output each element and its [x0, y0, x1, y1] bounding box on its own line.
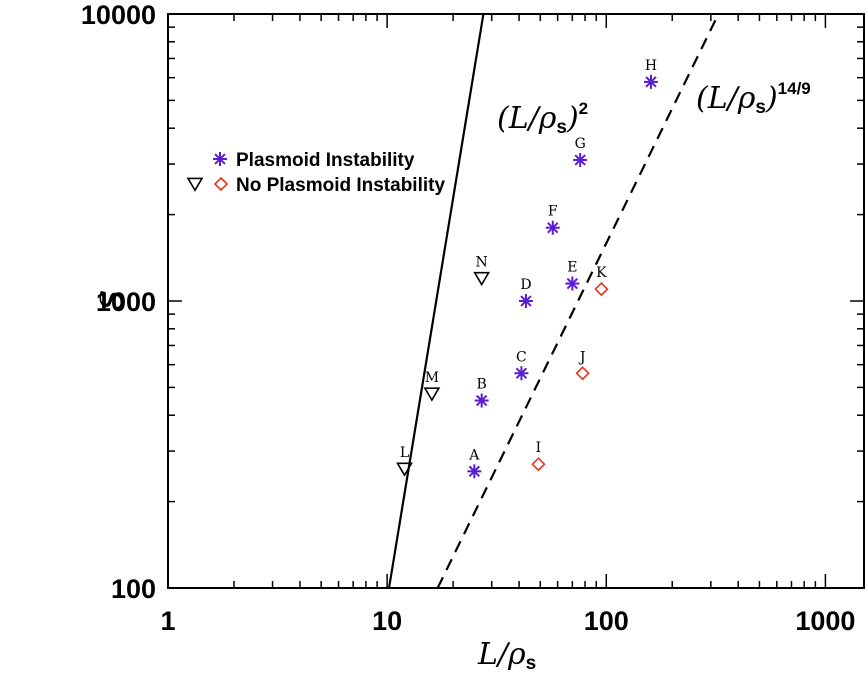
- point-label-D: D: [520, 277, 531, 293]
- asterisk-stroke: [547, 222, 559, 234]
- x-tick-label: 10: [372, 606, 402, 636]
- asterisk-stroke: [520, 295, 532, 307]
- point-label-C: C: [516, 349, 527, 365]
- tick-labels: 1 10 100 1000 100 1000 10000: [81, 0, 856, 636]
- point-N: [473, 271, 491, 287]
- line-label-dashed: (L/ρs)14/9: [696, 79, 811, 118]
- point-label-E: E: [567, 260, 577, 276]
- point-label-F: F: [548, 204, 558, 220]
- data-points: A B C D E F G H I J K L M N: [396, 58, 659, 479]
- point-label-K: K: [596, 265, 607, 281]
- y-tick-label: 100: [111, 574, 156, 604]
- point-B: [474, 393, 489, 408]
- asterisk-stroke: [468, 465, 480, 477]
- scaling-lines: [387, 13, 720, 589]
- x-tick-label: 1: [160, 606, 175, 636]
- asterisk-stroke: [214, 153, 226, 165]
- asterisk-stroke: [476, 394, 488, 407]
- line-label-solid: (L/ρs)2: [497, 99, 588, 138]
- legend-label-no-plasmoid: No Plasmoid Instability: [236, 175, 445, 196]
- point-G: [573, 152, 588, 167]
- point-label-J: J: [578, 349, 586, 365]
- point-I: [531, 457, 546, 472]
- point-E: [565, 276, 580, 291]
- y-tick-label: 10000: [81, 0, 156, 30]
- point-label-H: H: [645, 58, 657, 74]
- point-label-G: G: [575, 136, 586, 152]
- point-C: [514, 366, 529, 381]
- point-J: [575, 366, 590, 381]
- axis-ticks: [167, 14, 864, 589]
- point-label-N: N: [476, 254, 488, 270]
- point-label-M: M: [425, 370, 439, 386]
- point-M: [423, 387, 441, 402]
- point-H: [644, 74, 659, 89]
- x-axis-label: L/ρs: [477, 637, 536, 674]
- solid-scaling-line: [387, 13, 485, 589]
- point-label-I: I: [536, 440, 542, 456]
- point-label-L: L: [400, 445, 409, 461]
- x-tick-label: 100: [584, 606, 629, 636]
- asterisk-stroke: [645, 76, 657, 88]
- legend-asterisk-marker: [213, 152, 227, 166]
- asterisk-stroke: [515, 367, 528, 379]
- legend-diamond-marker: [213, 176, 229, 192]
- point-label-A: A: [468, 447, 480, 463]
- point-K: [594, 281, 609, 297]
- x-tick-label: 1000: [795, 606, 855, 636]
- asterisk-stroke: [566, 277, 578, 290]
- point-D: [518, 294, 533, 308]
- point-label-B: B: [477, 377, 487, 393]
- y-axis-label: S: [95, 290, 130, 311]
- legend: Plasmoid Instability No Plasmoid Instabil…: [186, 150, 445, 196]
- dashed-scaling-line: [436, 13, 720, 589]
- y-tick-label: 1000: [96, 287, 156, 317]
- legend-label-plasmoid: Plasmoid Instability: [236, 150, 415, 171]
- point-L: [396, 462, 413, 477]
- point-A: [467, 464, 482, 479]
- point-F: [545, 220, 560, 235]
- asterisk-stroke: [574, 154, 586, 166]
- legend-triangle-marker: [186, 177, 204, 192]
